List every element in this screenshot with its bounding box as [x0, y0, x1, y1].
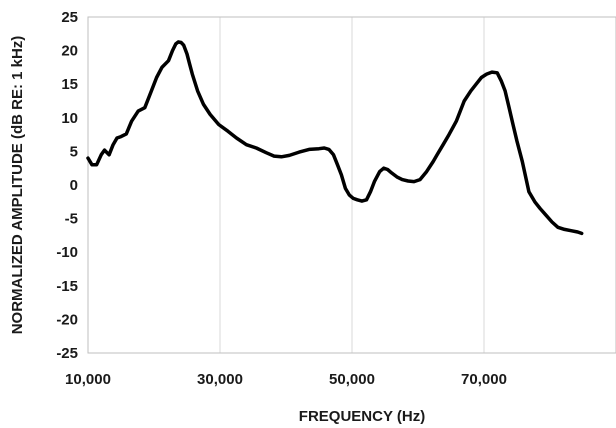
x-tick-label: 70,000 — [461, 371, 507, 388]
gridlines — [87, 17, 485, 353]
plot-area-frame — [87, 16, 616, 354]
x-axis-title: FREQUENCY (Hz) — [299, 408, 425, 425]
y-tick-label: 15 — [61, 76, 78, 93]
y-tick-label: 5 — [70, 143, 78, 160]
y-tick-label: -5 — [65, 211, 78, 228]
y-tick-label: -15 — [56, 278, 78, 295]
y-tick-label: -10 — [56, 244, 78, 261]
x-tick-label: 50,000 — [329, 371, 375, 388]
y-tick-label: 20 — [61, 43, 78, 60]
y-axis-title: NORMALIZED AMPLITUDE (dB RE: 1 kHz) — [9, 36, 26, 335]
series-layer — [86, 40, 584, 236]
y-tick-label: -25 — [56, 345, 78, 362]
amplitude-series-line — [86, 40, 584, 236]
y-axis-tick-labels: 25 20 15 10 5 0 -5 -10 -15 -20 -25 — [56, 9, 78, 362]
x-axis-tick-labels: 10,000 30,000 50,000 70,000 — [65, 371, 507, 388]
y-tick-label: -20 — [56, 311, 78, 328]
y-tick-label: 0 — [70, 177, 78, 194]
x-tick-label: 30,000 — [197, 371, 243, 388]
y-tick-label: 25 — [61, 9, 78, 26]
y-tick-label: 10 — [61, 110, 78, 127]
x-tick-label: 10,000 — [65, 371, 111, 388]
